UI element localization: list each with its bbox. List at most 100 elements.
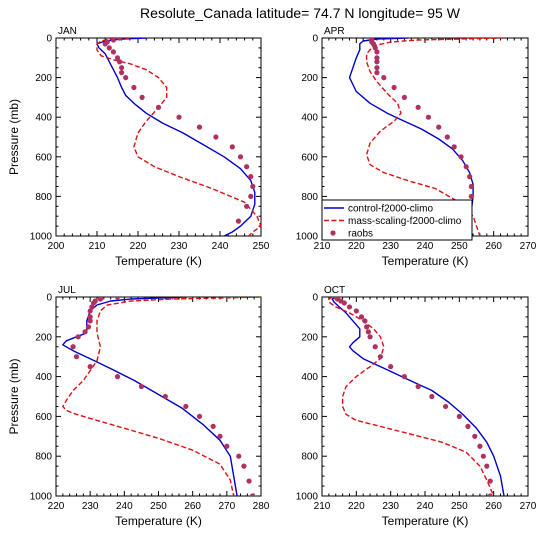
raobs-marker — [372, 45, 378, 51]
y-tick-label: 400 — [301, 113, 318, 124]
x-tick-label: 240 — [417, 241, 434, 252]
y-tick-label: 400 — [301, 372, 318, 383]
raobs-marker — [102, 41, 108, 47]
y-tick-label: 0 — [46, 34, 52, 45]
raobs-marker — [415, 104, 421, 110]
figure-title: Resolute_Canada latitude= 74.7 N longitu… — [140, 5, 461, 21]
raobs-marker — [443, 403, 449, 410]
x-tick-label: 210 — [314, 241, 331, 252]
x-tick-label: 220 — [348, 501, 365, 512]
x-tick-label: 230 — [382, 241, 399, 252]
raobs-marker — [362, 318, 368, 324]
raobs-marker — [250, 183, 256, 190]
raobs-marker — [87, 314, 93, 320]
raobs-marker — [388, 364, 394, 370]
raobs-marker — [155, 104, 162, 110]
raobs-marker — [436, 124, 442, 130]
raobs-marker — [358, 314, 365, 320]
raobs-marker — [458, 154, 464, 160]
raobs-marker — [246, 478, 252, 484]
y-axis-label: Pressure (mb) — [7, 99, 21, 175]
raobs-marker — [87, 308, 93, 314]
raobs-marker — [139, 94, 145, 100]
series-line-control-f2000-climo — [331, 297, 505, 496]
raobs-marker — [196, 124, 203, 130]
x-tick-label: 200 — [48, 241, 65, 252]
panel-oct: 210 220 230 240 250 260 270 0 200 400 600 800 1000 OC… — [296, 285, 537, 528]
x-tick-label: 220 — [48, 501, 65, 512]
series-line-control-f2000-climo — [348, 38, 474, 236]
raobs-marker — [183, 403, 189, 410]
raobs-marker — [119, 70, 125, 76]
raobs-marker — [82, 329, 88, 335]
raobs-marker — [451, 144, 457, 150]
y-tick-label: 1000 — [30, 492, 53, 503]
raobs-marker — [372, 344, 378, 350]
raobs-marker — [70, 344, 76, 350]
raobs-marker — [244, 203, 250, 209]
raobs-marker — [365, 329, 371, 335]
raobs-marker — [85, 324, 92, 330]
raobs-marker — [480, 453, 486, 459]
raobs-marker — [456, 413, 462, 419]
raobs-marker — [114, 297, 121, 300]
plot-area — [328, 297, 505, 496]
raobs-marker — [367, 334, 373, 340]
raobs-marker — [484, 463, 490, 469]
y-tick-label: 200 — [301, 73, 318, 84]
series-line-control-f2000-climo — [62, 297, 238, 496]
raobs-marker — [236, 453, 242, 459]
raobs-marker — [248, 193, 254, 199]
raobs-marker — [235, 218, 242, 224]
x-tick-label: 230 — [82, 501, 99, 512]
raobs-marker — [477, 443, 483, 449]
y-tick-label: 600 — [35, 152, 52, 163]
y-axis-label: Pressure (mb) — [7, 358, 21, 434]
raobs-marker — [213, 134, 219, 140]
raobs-marker — [425, 114, 432, 120]
raobs-marker — [346, 304, 353, 310]
y-tick-label: 0 — [312, 293, 318, 304]
raobs-marker — [97, 297, 104, 302]
y-tick-label: 800 — [35, 452, 52, 463]
legend-entry-control-f2000-climo: control-f2000-climo — [324, 204, 433, 215]
x-tick-label: 270 — [218, 501, 235, 512]
raobs-marker — [467, 174, 473, 180]
x-tick-label: 260 — [485, 501, 502, 512]
raobs-marker — [162, 393, 168, 400]
raobs-marker — [374, 49, 380, 55]
x-tick-label: 250 — [253, 241, 270, 252]
raobs-marker — [210, 423, 216, 429]
plot-frame — [55, 37, 262, 237]
raobs-marker — [75, 334, 81, 340]
x-axis-label: Temperature (K) — [115, 254, 202, 268]
legend-label: raobs — [348, 229, 373, 240]
series-line-control-f2000-climo — [96, 38, 256, 236]
x-axis-label: Temperature (K) — [115, 514, 202, 528]
raobs-marker — [468, 193, 474, 199]
raobs-marker — [487, 478, 493, 484]
panel-apr: 210 220 230 240 250 260 270 0 200 400 600 800 1000 AP… — [296, 26, 537, 268]
y-tick-label: 200 — [35, 332, 52, 343]
raobs-marker — [364, 324, 370, 330]
raobs-marker — [472, 433, 478, 439]
x-tick-label: 230 — [171, 241, 188, 252]
y-tick-label: 200 — [35, 73, 52, 84]
legend-marker — [330, 230, 336, 236]
raobs-marker — [377, 354, 383, 360]
raobs-marker — [87, 364, 93, 370]
raobs-marker — [116, 59, 123, 65]
series-raobs — [102, 38, 256, 224]
panel-label: OCT — [324, 285, 345, 296]
x-tick-label: 220 — [130, 241, 147, 252]
raobs-marker — [370, 41, 377, 47]
y-tick-label: 600 — [301, 152, 318, 163]
raobs-marker — [106, 45, 112, 51]
raobs-marker — [244, 164, 250, 170]
raobs-marker — [110, 38, 116, 43]
raobs-marker — [415, 383, 421, 390]
y-tick-label: 1000 — [30, 232, 53, 243]
x-tick-label: 240 — [212, 241, 229, 252]
legend-entry-mass-scaling-f2000-climo: mass-scaling-f2000-climo — [324, 216, 462, 227]
